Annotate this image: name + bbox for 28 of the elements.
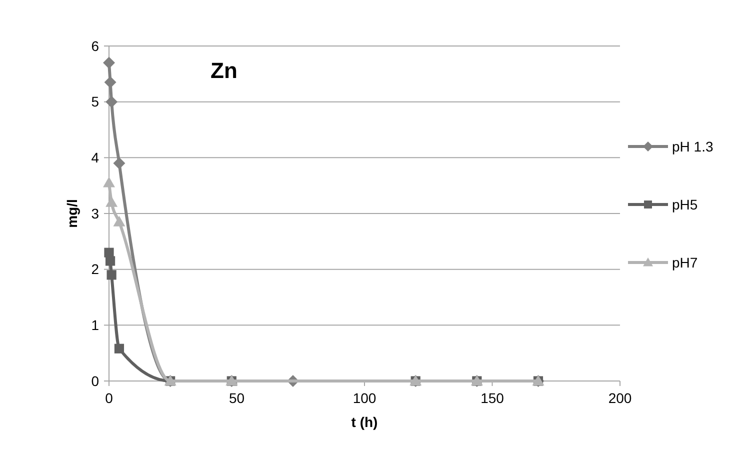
- y-tick-label: 2: [91, 261, 100, 278]
- legend-label: pH 1.3: [672, 138, 714, 154]
- point: [106, 270, 116, 280]
- x-tick-label: 150: [480, 390, 504, 406]
- point: [113, 157, 126, 170]
- legend-label: pH7: [672, 254, 698, 270]
- point: [105, 256, 116, 266]
- y-axis-title: mg/l: [64, 199, 80, 228]
- y-tick-label: 4: [91, 150, 100, 166]
- x-tick-label: 50: [228, 390, 245, 406]
- point: [113, 216, 126, 226]
- x-tick-label: 100: [352, 390, 376, 406]
- x-tick-label: 0: [105, 390, 114, 406]
- point: [103, 56, 115, 69]
- x-tick-label: 200: [608, 390, 632, 406]
- y-tick-label: 6: [91, 38, 100, 54]
- point: [104, 76, 116, 88]
- y-tick-label: 1: [91, 317, 100, 334]
- y-tick-label: 3: [91, 205, 100, 222]
- point: [106, 196, 118, 207]
- y-tick-label: 5: [91, 94, 100, 110]
- x-axis-title: t (h): [351, 414, 378, 430]
- point: [114, 344, 124, 354]
- point: [103, 176, 115, 188]
- legend-label: pH5: [672, 196, 698, 212]
- y-tick-label: 0: [91, 372, 100, 389]
- point: [106, 96, 118, 108]
- text: Zn: [210, 58, 238, 83]
